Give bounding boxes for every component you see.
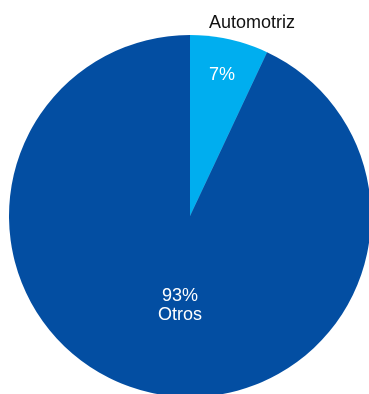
otros-category-label: Otros <box>158 304 202 324</box>
pie-labels: Automotriz 7% 93% Otros <box>158 12 295 324</box>
pie-slices <box>9 35 369 394</box>
otros-percent-label: 93% <box>162 285 198 305</box>
pie-slice-otros <box>9 35 369 394</box>
pie-slice-automotriz <box>190 35 268 216</box>
automotriz-percent-label: 7% <box>209 64 235 84</box>
automotriz-category-label: Automotriz <box>209 12 295 32</box>
